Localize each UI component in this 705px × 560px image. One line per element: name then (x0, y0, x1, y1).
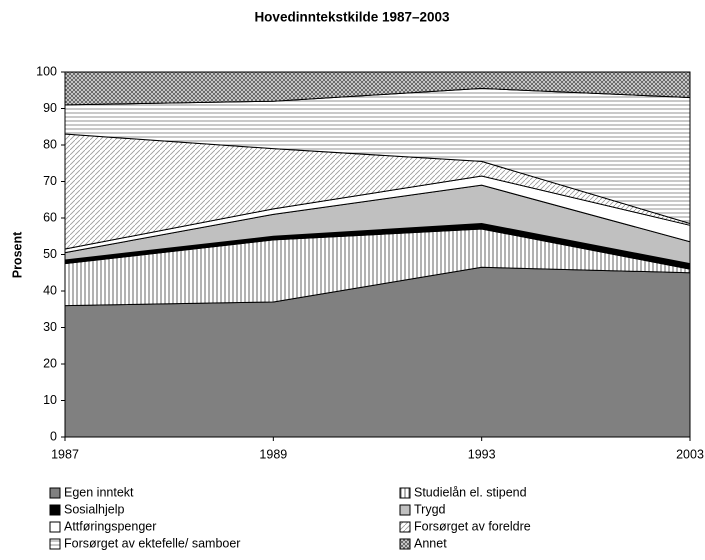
legend-label: Studielån el. stipend (414, 485, 527, 499)
legend-swatch (49, 504, 61, 516)
legend-swatch (399, 538, 411, 550)
y-tick-label: 70 (43, 174, 57, 188)
y-tick-label: 0 (50, 429, 57, 443)
y-tick-label: 90 (43, 101, 57, 115)
legend-label: Forsørget av foreldre (414, 519, 531, 533)
legend-label: Sosialhjelp (64, 502, 125, 516)
y-tick-label: 10 (43, 393, 57, 407)
y-tick-label: 100 (36, 64, 57, 78)
legend-label: Trygd (414, 502, 446, 516)
x-tick-label: 1989 (259, 447, 287, 461)
x-tick-label: 1987 (51, 447, 79, 461)
legend-swatch (49, 538, 61, 550)
legend-swatch (399, 521, 411, 533)
legend-label: Annet (414, 536, 447, 550)
legend-swatch (399, 504, 411, 516)
y-tick-label: 50 (43, 247, 57, 261)
y-tick-label: 30 (43, 320, 57, 334)
x-tick-label: 1993 (468, 447, 496, 461)
x-tick-label: 2003 (676, 447, 704, 461)
legend-label: Forsørget av ektefelle/ samboer (64, 536, 240, 550)
y-tick-label: 80 (43, 137, 57, 151)
legend-swatch (49, 521, 61, 533)
legend-swatch (399, 487, 411, 499)
legend-label: Attføringspenger (64, 519, 156, 533)
area (64, 71, 691, 106)
legend-label: Egen inntekt (64, 485, 134, 499)
y-axis-label: Prosent (10, 231, 24, 278)
y-tick-label: 40 (43, 283, 57, 297)
y-tick-label: 20 (43, 356, 57, 370)
legend-swatch (49, 487, 61, 499)
chart-title: Hovedinntekstkilde 1987–2003 (254, 10, 450, 25)
y-tick-label: 60 (43, 210, 57, 224)
